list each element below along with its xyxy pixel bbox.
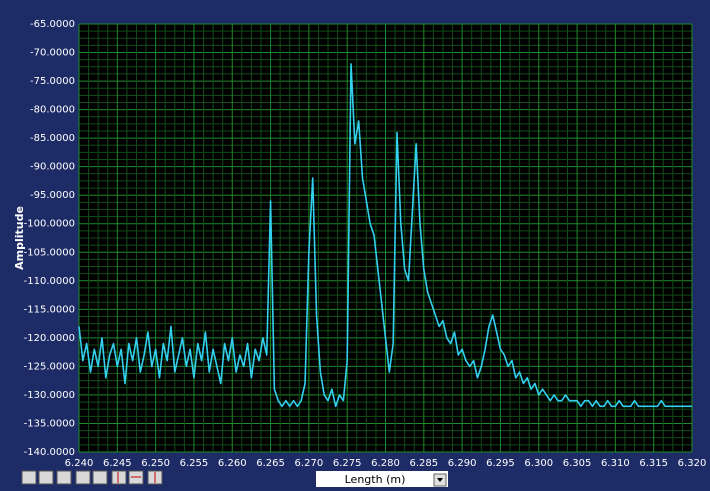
x-tick-label: 6.255 (180, 458, 209, 469)
y-tick-label: -120.0000 (24, 333, 75, 344)
x-tick-label: 6.295 (486, 458, 515, 469)
y-tick-label: -95.0000 (30, 190, 75, 201)
y-tick-label: -105.0000 (24, 247, 75, 258)
x-tick-label: 6.250 (141, 458, 170, 469)
y-tick-label: -80.0000 (30, 105, 75, 116)
toolbar[interactable] (21, 470, 163, 485)
x-axis-label: Length (m) (345, 473, 406, 486)
y-tick-label: -70.0000 (30, 48, 75, 59)
dropdown-button[interactable] (433, 473, 447, 487)
x-tick-label: 6.280 (371, 458, 400, 469)
y-tick-label: -140.0000 (24, 447, 75, 458)
x-tick-label: 6.275 (333, 458, 362, 469)
x-tick-label: 6.265 (256, 458, 285, 469)
y-tick-label: -110.0000 (24, 276, 75, 287)
y-tick-label: -90.0000 (30, 162, 75, 173)
grid (78, 23, 693, 453)
y-tick-label: -115.0000 (24, 304, 75, 315)
x-tick-label: 6.315 (639, 458, 668, 469)
line-series (78, 63, 692, 408)
y-tick-label: -75.0000 (30, 76, 75, 87)
x-tick-label: 6.270 (295, 458, 324, 469)
x-tick-label: 6.300 (524, 458, 553, 469)
x-tick-label: 6.285 (409, 458, 438, 469)
x-tick-label: 6.260 (218, 458, 247, 469)
x-tick-label: 6.240 (65, 458, 94, 469)
y-tick-label: -130.0000 (24, 390, 75, 401)
y-tick-label: -65.0000 (30, 19, 75, 30)
plot (78, 63, 692, 408)
x-tick-label: 6.320 (678, 458, 707, 469)
x-tick-label: 6.245 (103, 458, 132, 469)
x-tick-label: 6.310 (601, 458, 630, 469)
x-tick-label: 6.290 (448, 458, 477, 469)
x-tick-label: 6.305 (563, 458, 592, 469)
y-tick-label: -100.0000 (24, 219, 75, 230)
y-axis-label: Amplitude (13, 206, 26, 270)
x-axis-label-box (316, 471, 448, 487)
y-tick-label: -85.0000 (30, 133, 75, 144)
y-tick-label: -125.0000 (24, 361, 75, 372)
y-tick-label: -135.0000 (24, 418, 75, 429)
